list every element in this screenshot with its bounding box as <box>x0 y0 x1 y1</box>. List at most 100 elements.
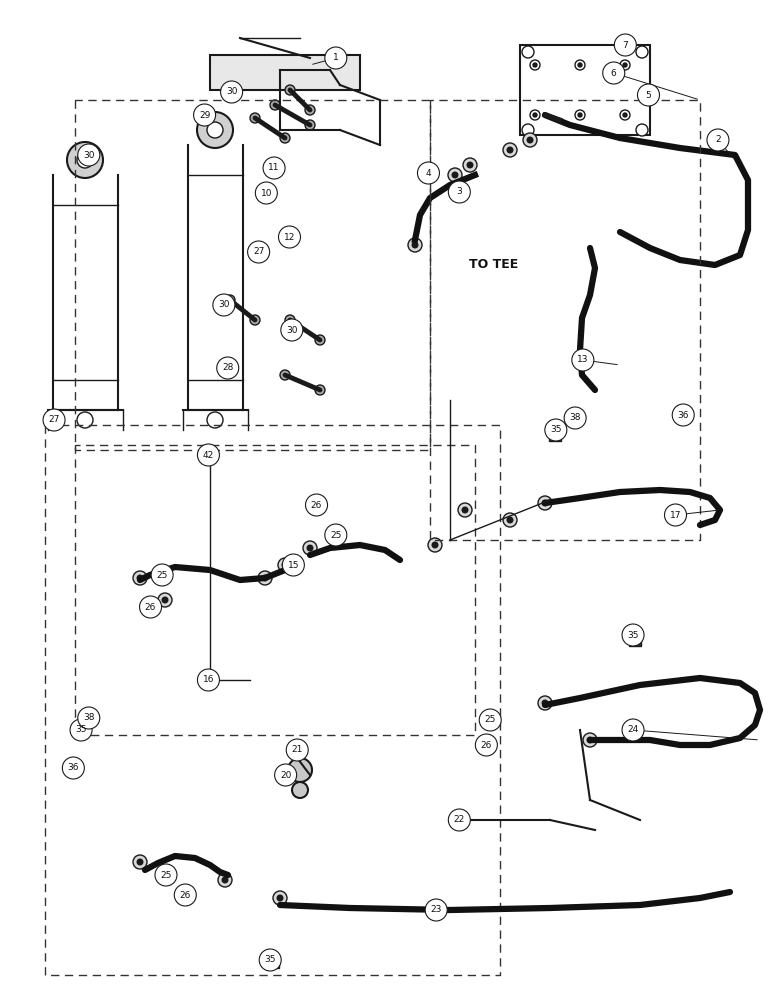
Circle shape <box>256 182 277 204</box>
Text: 36: 36 <box>678 410 689 420</box>
Circle shape <box>603 62 625 84</box>
Text: 5: 5 <box>645 91 652 100</box>
Circle shape <box>258 571 272 585</box>
Text: 38: 38 <box>83 714 94 722</box>
Circle shape <box>636 46 648 58</box>
Circle shape <box>538 696 552 710</box>
Circle shape <box>418 162 439 184</box>
Text: 13: 13 <box>577 356 588 364</box>
Circle shape <box>78 144 100 166</box>
Text: 3: 3 <box>456 188 462 196</box>
Circle shape <box>70 719 92 741</box>
Bar <box>549 429 561 441</box>
Circle shape <box>77 152 93 168</box>
Text: 27: 27 <box>253 247 264 256</box>
Circle shape <box>522 46 534 58</box>
Text: 24: 24 <box>628 726 638 734</box>
Circle shape <box>207 122 223 138</box>
Circle shape <box>222 877 228 883</box>
Circle shape <box>530 110 540 120</box>
Circle shape <box>623 63 627 67</box>
Circle shape <box>315 335 325 345</box>
Circle shape <box>623 113 627 117</box>
Text: 25: 25 <box>485 716 496 724</box>
Circle shape <box>587 737 593 743</box>
Circle shape <box>303 541 317 555</box>
Circle shape <box>462 507 468 513</box>
Text: 20: 20 <box>280 770 291 780</box>
Circle shape <box>620 60 630 70</box>
Circle shape <box>279 226 300 248</box>
Circle shape <box>449 181 470 203</box>
Circle shape <box>458 503 472 517</box>
Text: 17: 17 <box>670 510 681 520</box>
Text: 30: 30 <box>83 150 94 159</box>
Circle shape <box>545 419 567 441</box>
Circle shape <box>503 143 517 157</box>
Circle shape <box>307 545 313 551</box>
Text: 11: 11 <box>269 163 279 172</box>
Circle shape <box>273 891 287 905</box>
Circle shape <box>432 542 438 548</box>
Text: 25: 25 <box>157 570 168 579</box>
Circle shape <box>476 734 497 756</box>
Circle shape <box>133 571 147 585</box>
Circle shape <box>250 113 260 123</box>
Circle shape <box>194 104 215 126</box>
Text: 2: 2 <box>715 135 721 144</box>
Circle shape <box>67 142 103 178</box>
Circle shape <box>197 112 233 148</box>
Circle shape <box>622 624 644 646</box>
Circle shape <box>259 949 281 971</box>
Circle shape <box>583 733 597 747</box>
Circle shape <box>665 504 686 526</box>
Text: 36: 36 <box>68 764 79 772</box>
Circle shape <box>277 895 283 901</box>
Text: 6: 6 <box>611 68 617 78</box>
Circle shape <box>283 562 288 568</box>
Text: 30: 30 <box>218 300 229 309</box>
Circle shape <box>280 133 290 143</box>
Circle shape <box>133 855 147 869</box>
Circle shape <box>542 500 548 506</box>
Circle shape <box>636 124 648 136</box>
Text: 38: 38 <box>570 413 581 422</box>
Text: 28: 28 <box>222 363 233 372</box>
Circle shape <box>198 669 219 691</box>
Circle shape <box>198 444 219 466</box>
Circle shape <box>285 315 295 325</box>
Circle shape <box>408 238 422 252</box>
Text: 25: 25 <box>330 530 341 540</box>
Text: 10: 10 <box>261 189 272 198</box>
Circle shape <box>250 315 260 325</box>
Circle shape <box>151 564 173 586</box>
Text: 42: 42 <box>203 451 214 460</box>
Circle shape <box>578 63 582 67</box>
Bar <box>571 414 579 422</box>
Circle shape <box>707 129 729 151</box>
Text: 21: 21 <box>292 746 303 754</box>
Circle shape <box>207 412 223 428</box>
Circle shape <box>263 157 285 179</box>
Circle shape <box>315 385 325 395</box>
Circle shape <box>622 719 644 741</box>
Text: 26: 26 <box>180 891 191 900</box>
Circle shape <box>542 700 548 706</box>
Circle shape <box>533 63 537 67</box>
Text: 35: 35 <box>550 425 561 434</box>
Circle shape <box>158 593 172 607</box>
Text: 16: 16 <box>203 676 214 685</box>
Circle shape <box>281 319 303 341</box>
Polygon shape <box>210 55 360 90</box>
Circle shape <box>425 899 447 921</box>
Circle shape <box>325 524 347 546</box>
Text: 26: 26 <box>145 602 156 611</box>
Circle shape <box>503 513 517 527</box>
Circle shape <box>507 517 513 523</box>
Text: 12: 12 <box>284 232 295 241</box>
Circle shape <box>638 84 659 106</box>
Circle shape <box>672 404 694 426</box>
Circle shape <box>533 113 537 117</box>
Circle shape <box>578 113 582 117</box>
Circle shape <box>463 158 477 172</box>
